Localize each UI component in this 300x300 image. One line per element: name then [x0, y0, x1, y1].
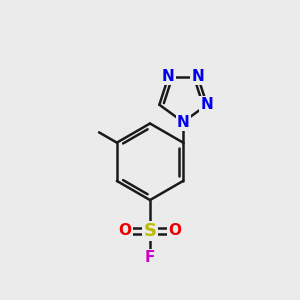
Text: N: N: [201, 97, 213, 112]
Text: O: O: [169, 224, 182, 238]
Text: F: F: [145, 250, 155, 265]
Text: N: N: [177, 115, 190, 130]
Text: N: N: [162, 69, 175, 84]
Text: N: N: [191, 69, 204, 84]
Text: S: S: [143, 222, 157, 240]
Text: O: O: [118, 224, 131, 238]
